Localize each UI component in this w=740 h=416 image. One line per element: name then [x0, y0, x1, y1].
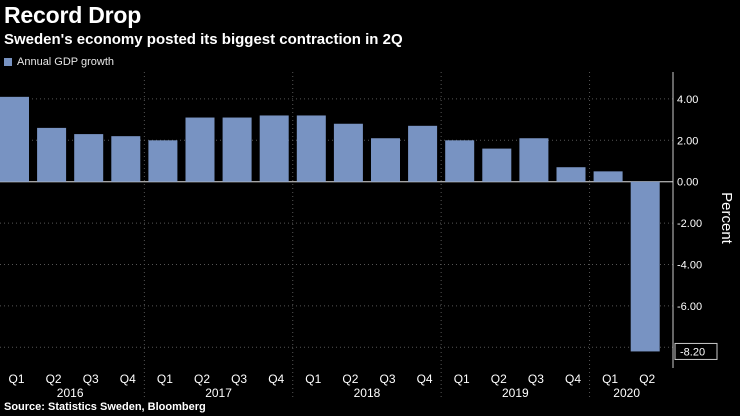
- bar: [148, 140, 178, 182]
- x-tick-label: Q2: [194, 372, 210, 386]
- bar: [0, 96, 29, 182]
- y-tick-label: 2.00: [677, 135, 698, 147]
- bar: [519, 138, 549, 182]
- x-tick-label: Q4: [120, 372, 136, 386]
- last-value-box: [674, 342, 718, 360]
- x-tick-label: Q2: [639, 372, 655, 386]
- x-tick-label: Q4: [417, 372, 433, 386]
- x-tick-label: Q2: [342, 372, 358, 386]
- x-tick-label: Q1: [454, 372, 470, 386]
- x-tick-label: Q1: [602, 372, 618, 386]
- bar: [408, 125, 438, 182]
- x-tick-label: Q1: [8, 372, 24, 386]
- bar: [185, 117, 215, 182]
- x-tick-label: Q2: [46, 372, 62, 386]
- chart-subtitle: Sweden's economy posted its biggest cont…: [4, 31, 403, 48]
- bar: [630, 181, 660, 352]
- legend-label: Annual GDP growth: [17, 56, 115, 68]
- bar: [259, 115, 289, 182]
- bar: [222, 117, 252, 182]
- x-year-label: 2019: [502, 386, 529, 400]
- x-tick-label: Q3: [83, 372, 99, 386]
- x-tick-label: Q4: [565, 372, 581, 386]
- y-axis-label: Percent: [718, 192, 735, 245]
- bar: [556, 167, 586, 182]
- bar: [333, 123, 363, 182]
- bar: [296, 115, 326, 182]
- y-tick-label: 0.00: [677, 177, 698, 189]
- x-year-label: 2017: [205, 386, 232, 400]
- x-year-label: 2018: [354, 386, 381, 400]
- last-value-label: -8.20: [680, 346, 705, 358]
- bar: [482, 148, 512, 182]
- source-note: Source: Statistics Sweden, Bloomberg: [4, 401, 206, 413]
- bar: [37, 127, 67, 182]
- x-tick-label: Q1: [305, 372, 321, 386]
- bar: [74, 134, 104, 182]
- x-tick-label: Q4: [268, 372, 284, 386]
- legend-swatch: [4, 58, 12, 66]
- x-year-label: 2020: [613, 386, 640, 400]
- y-tick-label: -2.00: [677, 218, 702, 230]
- x-tick-label: Q3: [231, 372, 247, 386]
- x-tick-label: Q1: [157, 372, 173, 386]
- y-tick-label: -4.00: [677, 260, 702, 272]
- bar: [593, 171, 623, 182]
- x-tick-label: Q3: [379, 372, 395, 386]
- x-year-label: 2016: [57, 386, 84, 400]
- x-tick-label: Q3: [528, 372, 544, 386]
- bar: [111, 136, 141, 182]
- chart-title: Record Drop: [4, 2, 142, 28]
- y-tick-label: -6.00: [677, 301, 702, 313]
- bar: [371, 138, 400, 182]
- x-tick-label: Q2: [491, 372, 507, 386]
- legend: Annual GDP growth: [4, 56, 114, 68]
- bar: [445, 140, 475, 182]
- y-tick-label: 4.00: [677, 94, 698, 106]
